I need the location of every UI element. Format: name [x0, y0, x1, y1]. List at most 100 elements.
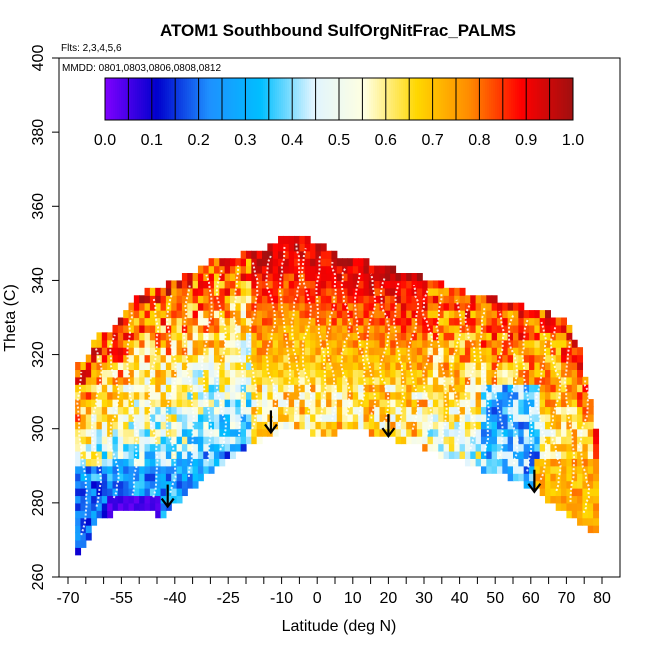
heatmap-cell [502, 450, 509, 459]
colorbar-segment [515, 78, 518, 120]
heatmap-cell [240, 436, 247, 445]
heatmap-cell [229, 428, 236, 437]
colorbar-segment [375, 78, 378, 120]
heatmap-cell [107, 376, 114, 385]
heatmap-cell [422, 332, 429, 341]
heatmap-cell [267, 265, 274, 274]
heatmap-cell [400, 399, 407, 408]
heatmap-cell [235, 295, 242, 304]
heatmap-cell [459, 428, 466, 437]
heatmap-cell [224, 324, 231, 333]
heatmap-cell [384, 376, 391, 385]
heatmap-cell [550, 443, 557, 452]
heatmap-cell [181, 273, 188, 282]
heatmap-cell [144, 428, 151, 437]
heatmap-cell [278, 310, 284, 319]
heatmap-cell [384, 302, 391, 311]
heatmap-cell [187, 369, 194, 378]
heatmap-cell [529, 480, 535, 489]
heatmap-cell [91, 517, 98, 526]
heatmap-cell [229, 421, 236, 430]
flight-track-line [577, 380, 591, 514]
heatmap-cell [320, 421, 327, 430]
colorbar-tick-label: 0.1 [141, 132, 163, 149]
heatmap-cell [331, 339, 338, 348]
heatmap-cell [192, 428, 199, 437]
heatmap-cell [101, 436, 108, 445]
heatmap-cell [165, 465, 172, 474]
heatmap-cell [149, 480, 156, 489]
heatmap-cell [85, 495, 92, 504]
colorbar-segment [527, 78, 530, 120]
heatmap-cell [454, 317, 461, 326]
heatmap-cell [358, 258, 365, 267]
heatmap-cell [545, 324, 551, 333]
heatmap-cell [390, 413, 397, 422]
heatmap-cell [171, 406, 178, 415]
heatmap-cell [427, 302, 434, 311]
heatmap-cell [347, 287, 354, 296]
heatmap-cell [288, 406, 295, 415]
heatmap-cell [491, 428, 498, 437]
heatmap-cell [374, 287, 381, 296]
heatmap-cell [235, 376, 242, 385]
heatmap-cell [251, 391, 258, 400]
heatmap-cell [283, 302, 290, 311]
heatmap-cell [470, 428, 477, 437]
heatmap-cell [256, 324, 263, 333]
heatmap-cell [80, 495, 87, 504]
heatmap-cell [555, 406, 562, 415]
heatmap-cell [256, 361, 263, 370]
heatmap-cell [545, 428, 551, 437]
heatmap-cell [229, 399, 236, 408]
heatmap-cell [406, 428, 413, 437]
heatmap-cell [240, 295, 247, 304]
heatmap-cell [416, 361, 423, 370]
heatmap-cell [187, 473, 194, 482]
heatmap-cell [534, 428, 541, 437]
heatmap-cell [139, 421, 146, 430]
heatmap-cell [251, 324, 258, 333]
x-tick-label: 0 [313, 590, 322, 607]
heatmap-cell [448, 332, 455, 341]
heatmap-cell [470, 391, 477, 400]
heatmap-cell [331, 287, 338, 296]
heatmap-cell [246, 428, 252, 437]
heatmap-cell [251, 406, 258, 415]
heatmap-cell [288, 332, 295, 341]
heatmap-cell [491, 324, 498, 333]
heatmap-cell [358, 324, 365, 333]
heatmap-cell [470, 317, 477, 326]
heatmap-cell [593, 473, 600, 482]
heatmap-cell [96, 332, 103, 341]
heatmap-cell [133, 317, 140, 326]
heatmap-cell [496, 436, 503, 445]
heatmap-cell [577, 480, 584, 489]
heatmap-cell [320, 310, 327, 319]
colorbar-segment [419, 78, 422, 120]
heatmap-cell [496, 391, 503, 400]
heatmap-cell [496, 406, 503, 415]
heatmap-cell [112, 369, 119, 378]
heatmap-cell [539, 354, 546, 363]
heatmap-cell [400, 421, 407, 430]
heatmap-cell [326, 273, 333, 282]
heatmap-cell [213, 280, 220, 289]
heatmap-cell [197, 473, 204, 482]
x-tick-label: -25 [217, 590, 240, 607]
heatmap-cell [75, 376, 82, 385]
heatmap-cell [411, 376, 418, 385]
heatmap-cell [593, 525, 600, 534]
heatmap-cell [539, 436, 546, 445]
heatmap-cell [246, 421, 252, 430]
heatmap-cell [128, 473, 135, 482]
heatmap-cell [240, 406, 247, 415]
heatmap-cell [256, 354, 263, 363]
heatmap-cell [555, 399, 562, 408]
heatmap-cell [144, 450, 151, 459]
heatmap-cell [518, 465, 525, 474]
heatmap-cell [336, 421, 343, 430]
heatmap-cell [587, 465, 594, 474]
heatmap-cell [133, 399, 140, 408]
heatmap-cell [171, 332, 178, 341]
